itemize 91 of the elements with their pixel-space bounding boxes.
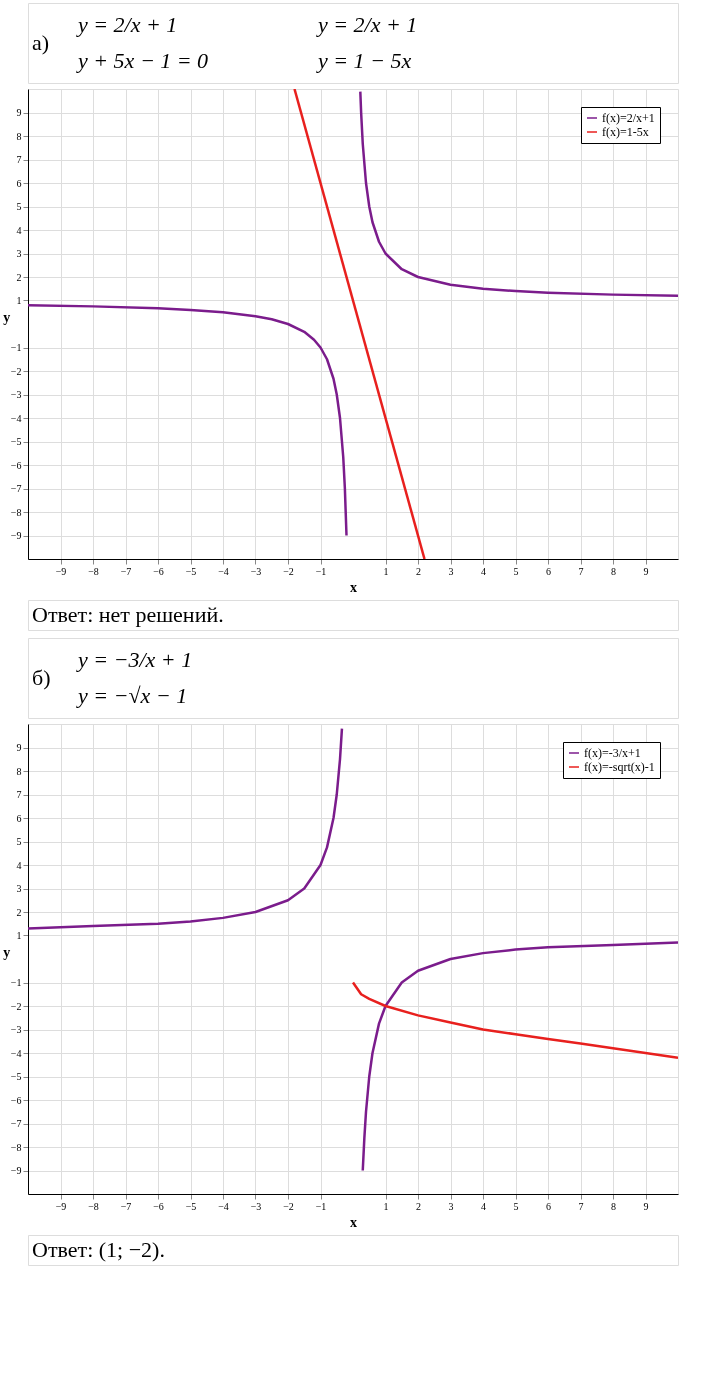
y-tick-label: 6 (16, 812, 22, 824)
x-tick-label: −4 (218, 1200, 229, 1212)
y-tick-label: −7 (10, 1118, 22, 1129)
y-tick-label: 8 (16, 765, 22, 777)
x-tick-label: 9 (643, 565, 649, 577)
text: y = 1 − 5x (316, 48, 412, 73)
y-tick-label: −1 (10, 977, 22, 988)
x-tick-label: 7 (578, 1200, 584, 1212)
y-tick-label: 3 (16, 883, 22, 894)
x-tick-label: 1 (383, 565, 389, 577)
text: y = 2/x + 1 (76, 12, 178, 37)
y-tick-label: −3 (10, 389, 22, 400)
chart-title: а) (32, 30, 50, 55)
x-tick-label: 1 (383, 1200, 389, 1212)
y-tick-label: 1 (16, 930, 22, 941)
y-tick-label: 5 (16, 201, 22, 212)
y-tick-label: 4 (16, 859, 22, 871)
y-tick-label: −5 (10, 1071, 22, 1082)
x-axis-title: x (350, 1214, 357, 1230)
x-tick-label: −3 (250, 565, 262, 577)
x-tick-label: 4 (481, 565, 486, 577)
x-tick-label: 3 (448, 565, 454, 577)
y-tick-label: 7 (16, 789, 22, 800)
x-tick-label: 4 (481, 1200, 486, 1212)
x-tick-label: −6 (153, 565, 164, 577)
legend-label: f(x)=-sqrt(x)-1 (584, 760, 655, 774)
y-tick-label: 2 (16, 906, 22, 918)
legend-label: f(x)=-3/x+1 (584, 746, 641, 760)
y-tick-label: 6 (16, 177, 22, 189)
x-tick-label: −6 (153, 1200, 164, 1212)
y-tick-label: −7 (10, 483, 22, 494)
x-tick-label: −8 (88, 565, 99, 577)
x-tick-label: −1 (315, 565, 327, 577)
x-tick-label: −3 (250, 1200, 262, 1212)
text: y = −3/x + 1 (76, 647, 193, 672)
x-tick-label: 2 (416, 565, 421, 577)
y-tick-label: 7 (16, 154, 22, 165)
x-tick-label: 5 (513, 1200, 519, 1212)
x-tick-label: 8 (611, 565, 616, 577)
x-tick-label: 5 (513, 565, 519, 577)
y-tick-label: −6 (10, 1094, 22, 1106)
y-tick-label: −8 (10, 1141, 22, 1153)
x-tick-label: −2 (283, 1200, 294, 1212)
x-tick-label: −5 (185, 565, 197, 577)
y-axis-title: y (3, 944, 11, 960)
y-tick-label: −6 (10, 459, 22, 471)
x-tick-label: 9 (643, 1200, 649, 1212)
legend-label: f(x)=2/x+1 (602, 111, 655, 125)
y-tick-label: 4 (16, 224, 22, 236)
x-tick-label: 6 (546, 565, 551, 577)
legend-label: f(x)=1-5x (602, 125, 649, 139)
y-tick-label: 8 (16, 130, 22, 142)
y-tick-label: −8 (10, 506, 22, 518)
y-tick-label: −4 (10, 412, 22, 424)
y-tick-label: −1 (10, 342, 22, 353)
text: Ответ: (1; −2). (32, 1237, 165, 1262)
x-tick-label: −4 (218, 565, 229, 577)
text: Ответ: нет решений. (32, 602, 224, 627)
y-tick-label: 9 (16, 742, 22, 753)
x-tick-label: 7 (578, 565, 584, 577)
y-tick-label: −4 (10, 1047, 22, 1059)
text: y = −√x − 1 (76, 683, 188, 708)
x-tick-label: 8 (611, 1200, 616, 1212)
text: y = 2/x + 1 (316, 12, 418, 37)
x-tick-label: −7 (120, 1200, 132, 1212)
y-tick-label: 1 (16, 295, 22, 306)
chart-title: б) (32, 665, 51, 690)
x-tick-label: −5 (185, 1200, 197, 1212)
x-tick-label: −9 (55, 1200, 67, 1212)
x-tick-label: −9 (55, 565, 67, 577)
y-axis-title: y (3, 309, 11, 325)
y-tick-label: −2 (10, 1000, 22, 1012)
y-tick-label: −2 (10, 365, 22, 377)
y-tick-label: −3 (10, 1024, 22, 1035)
x-tick-label: 6 (546, 1200, 551, 1212)
y-tick-label: 5 (16, 836, 22, 847)
x-axis-title: x (350, 579, 357, 595)
x-tick-label: −2 (283, 565, 294, 577)
x-tick-label: 3 (448, 1200, 454, 1212)
y-tick-label: 9 (16, 107, 22, 118)
y-tick-label: −5 (10, 436, 22, 447)
x-tick-label: −8 (88, 1200, 99, 1212)
y-tick-label: 2 (16, 271, 22, 283)
x-tick-label: −7 (120, 565, 132, 577)
line-series (351, 981, 678, 1059)
y-tick-label: 3 (16, 248, 22, 259)
y-tick-label: −9 (10, 530, 22, 541)
text: y + 5x − 1 = 0 (76, 48, 209, 73)
y-tick-label: −9 (10, 1165, 22, 1176)
x-tick-label: −1 (315, 1200, 327, 1212)
x-tick-label: 2 (416, 1200, 421, 1212)
